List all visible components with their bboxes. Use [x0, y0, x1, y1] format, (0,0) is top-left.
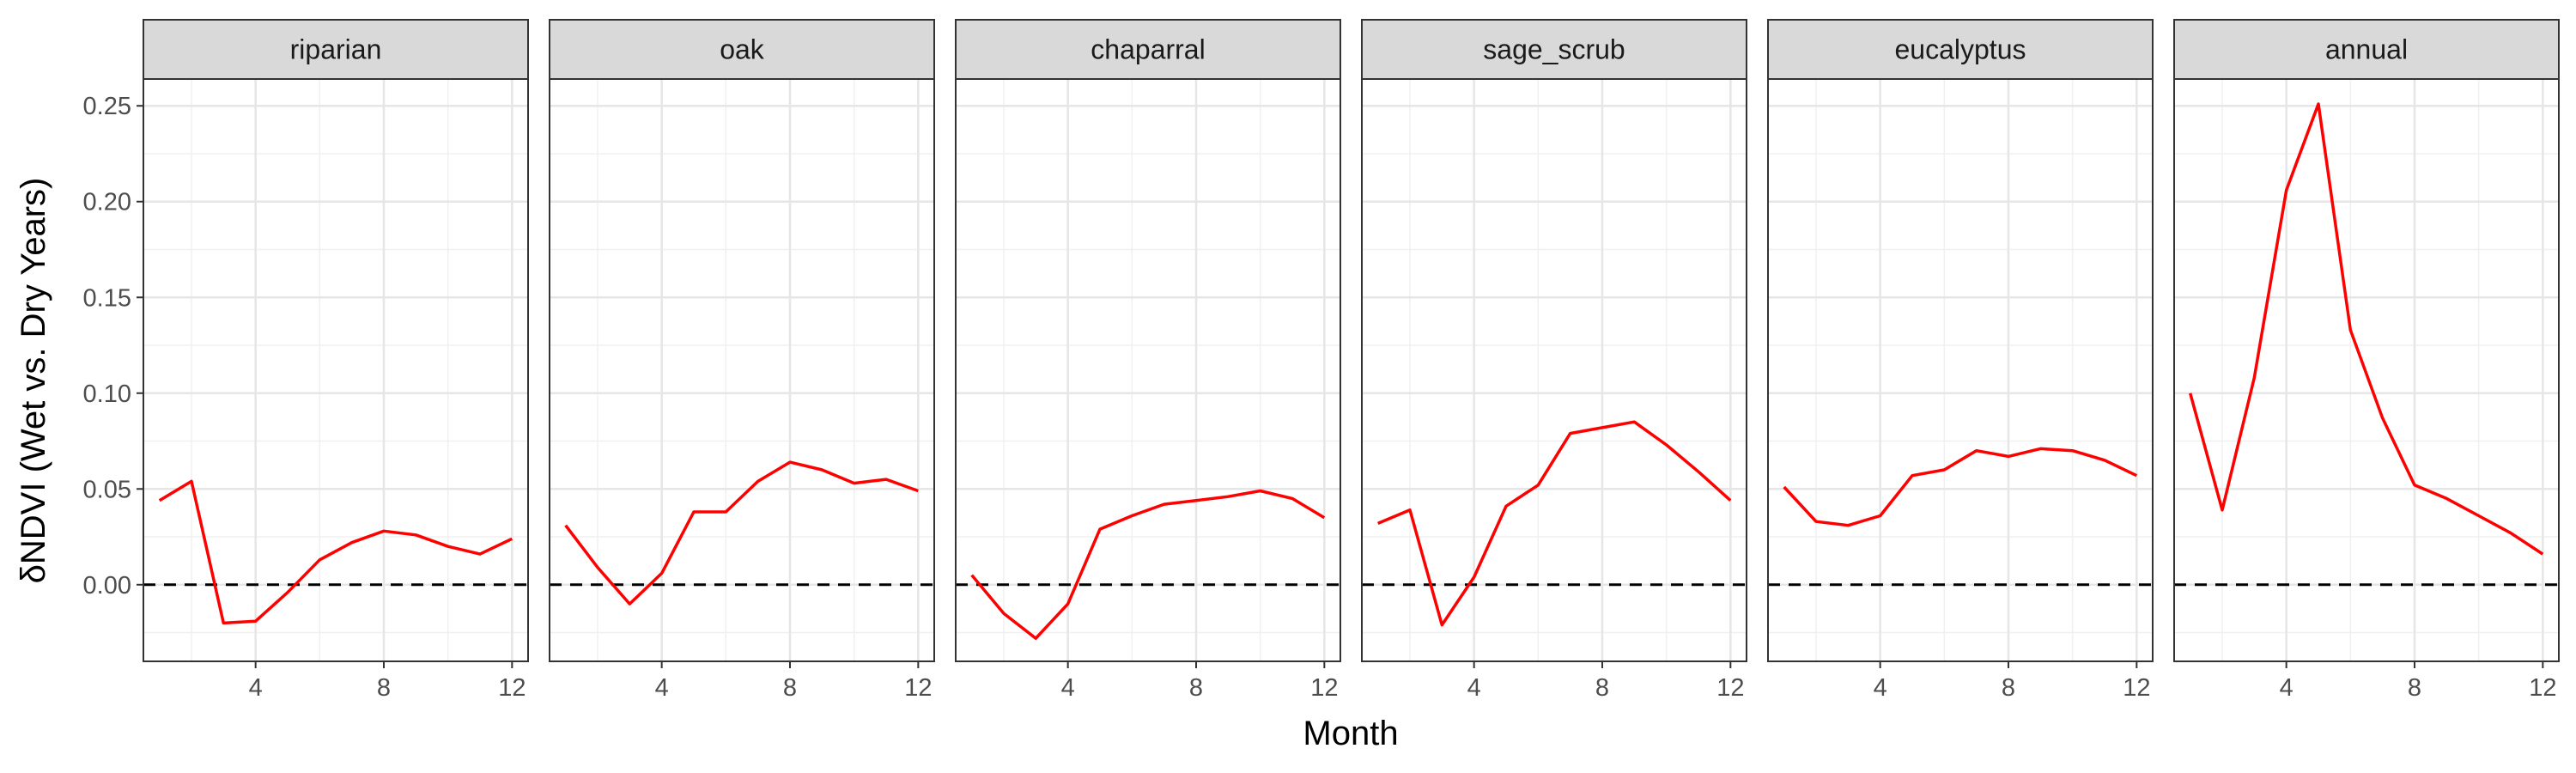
- x-tick-label: 4: [1467, 674, 1481, 702]
- x-tick-label: 12: [2123, 674, 2150, 702]
- x-tick-label: 12: [2529, 674, 2556, 702]
- series-line-riparian: [158, 479, 513, 625]
- facet-strip: [1767, 19, 2154, 80]
- facet-strip: [2173, 19, 2560, 80]
- panel-border: [955, 78, 1341, 662]
- x-tick-label: 12: [1310, 674, 1338, 702]
- facet-strip-label: sage_scrub: [1483, 34, 1625, 65]
- facet-strip: [549, 19, 935, 80]
- y-tick-label: 0.15: [83, 284, 131, 312]
- x-tick-label: 8: [2408, 674, 2421, 702]
- y-tick-label: 0.05: [83, 476, 131, 503]
- facet-panel-sage_scrub: sage_scrub 4 8 12: [1361, 19, 1747, 702]
- panel-border: [2173, 78, 2560, 662]
- facet-strip: [955, 19, 1341, 80]
- x-axis-title: Month: [1303, 715, 1398, 752]
- x-tick-label: 4: [249, 674, 263, 702]
- facet-panel-annual: annual 4 8 12: [2173, 19, 2560, 702]
- x-tick-label: 4: [655, 674, 669, 702]
- y-tick-label: 0.25: [83, 93, 131, 120]
- y-axis: 0.00 0.05 0.10 0.15 0.20 0.25: [83, 93, 143, 600]
- panel-border: [143, 78, 529, 662]
- series-line-sage_scrub: [1377, 420, 1732, 627]
- panel-border: [1767, 78, 2154, 662]
- facet-panel-riparian: riparian 4 8 12: [143, 19, 529, 702]
- panel-background: [1362, 79, 1747, 661]
- x-tick-label: 8: [783, 674, 797, 702]
- x-tick-label: 12: [1716, 674, 1744, 702]
- panel-background: [1768, 79, 2153, 661]
- x-tick-label: 12: [904, 674, 932, 702]
- x-tick-label: 4: [1061, 674, 1075, 702]
- y-axis-title: δNDVI (Wet vs. Dry Years): [15, 178, 52, 584]
- series-line-chaparral: [970, 489, 1326, 640]
- panel-border: [1361, 78, 1747, 662]
- x-tick-label: 8: [1189, 674, 1203, 702]
- facet-panel-eucalyptus: eucalyptus 4 8 12: [1767, 19, 2154, 702]
- facet-panel-oak: oak 4 8 12: [549, 19, 935, 702]
- panel-border: [549, 78, 935, 662]
- facet-strip-label: oak: [720, 34, 765, 65]
- panel-background: [956, 79, 1340, 661]
- facet-panel-chaparral: chaparral 4 8 12: [955, 19, 1341, 702]
- x-tick-label: 8: [1595, 674, 1609, 702]
- facet-strip-label: riparian: [290, 34, 382, 65]
- facet-strip: [1361, 19, 1747, 80]
- facet-strip-label: annual: [2325, 34, 2408, 65]
- series-line-annual: [2189, 102, 2544, 556]
- panel-background: [550, 79, 934, 661]
- facet-strip-label: eucalyptus: [1895, 34, 2026, 65]
- series-line-oak: [564, 460, 919, 606]
- series-line-eucalyptus: [1783, 447, 2138, 527]
- y-tick-label: 0.20: [83, 189, 131, 216]
- y-tick-label: 0.00: [83, 572, 131, 600]
- facet-strip: [143, 19, 529, 80]
- panel-background: [143, 79, 528, 661]
- y-tick-label: 0.10: [83, 380, 131, 408]
- x-tick-label: 8: [2002, 674, 2015, 702]
- facet-strip-label: chaparral: [1091, 34, 1205, 65]
- x-tick-label: 12: [498, 674, 526, 702]
- x-tick-label: 4: [1874, 674, 1887, 702]
- x-tick-label: 8: [377, 674, 391, 702]
- x-tick-label: 4: [2280, 674, 2293, 702]
